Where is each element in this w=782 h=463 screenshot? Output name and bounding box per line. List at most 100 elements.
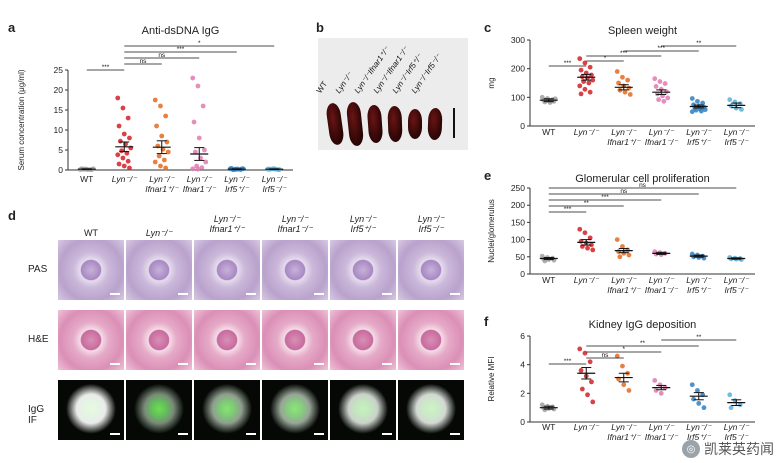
histology-column-label: Lyn⁻/⁻ Ifnar1⁺/⁻: [209, 214, 245, 234]
histology-image: [194, 310, 260, 370]
scale-bar: [178, 363, 188, 365]
data-point: [727, 392, 733, 398]
x-tick-label: Lyn⁻/⁻: [611, 127, 637, 137]
significance-label: **: [696, 334, 702, 341]
data-point: [125, 115, 131, 121]
x-tick-label: Lyn⁻/⁻: [262, 174, 288, 184]
data-point: [693, 107, 699, 113]
x-tick-label: Lyn⁻/⁻: [112, 174, 138, 184]
panel-letter-f: f: [484, 314, 489, 329]
data-point: [627, 92, 633, 97]
data-point: [689, 382, 695, 388]
data-point: [579, 386, 585, 392]
data-point: [665, 95, 671, 101]
data-point: [195, 166, 201, 172]
data-point: [590, 399, 596, 405]
y-tick-label: 200: [511, 64, 525, 74]
y-axis-label: Nuclei/glomerulus: [487, 199, 496, 263]
x-tick-label: WT: [542, 127, 555, 137]
data-point: [578, 67, 584, 73]
scale-bar: [246, 433, 256, 435]
histology-image: [58, 310, 124, 370]
data-point: [661, 98, 667, 104]
x-tick-label-genotype: Irf5⁻/⁻: [724, 137, 749, 147]
histology-image: [58, 380, 124, 440]
scale-bar: [382, 293, 392, 295]
significance-label: **: [696, 40, 702, 47]
data-point: [589, 72, 594, 78]
data-point: [625, 77, 631, 83]
data-point: [622, 89, 628, 95]
scale-bar: [178, 293, 188, 295]
significance-label: ***: [177, 46, 185, 53]
histology-image: [330, 380, 396, 440]
significance-label: ***: [601, 194, 609, 201]
data-point: [587, 235, 593, 241]
data-point: [586, 80, 592, 86]
histology-image: [398, 310, 464, 370]
data-point: [200, 103, 206, 109]
x-tick-label: Lyn⁻/⁻: [187, 174, 213, 184]
x-tick-label: Lyn⁻/⁻: [611, 275, 637, 285]
significance-label: *: [622, 346, 625, 353]
data-point: [589, 242, 594, 248]
y-tick-label: 300: [511, 35, 525, 45]
data-point: [119, 148, 125, 154]
y-tick-label: 100: [511, 235, 525, 245]
data-point: [589, 379, 594, 385]
data-point: [689, 96, 695, 101]
data-point: [163, 113, 169, 119]
spleen: [387, 105, 403, 143]
data-point: [577, 83, 583, 89]
y-tick-label: 5: [58, 145, 63, 155]
x-tick-label-genotype: Irf5⁻/⁻: [724, 285, 749, 295]
scale-bar: [110, 433, 120, 435]
panel-letter-d: d: [8, 208, 16, 223]
y-tick-label: 20: [54, 85, 64, 95]
data-point: [626, 252, 632, 258]
x-tick-label: Lyn⁻/⁻: [574, 275, 600, 285]
data-point: [195, 83, 201, 89]
y-axis-label: mg: [487, 77, 496, 88]
data-point: [691, 396, 696, 402]
scale-bar: [450, 293, 460, 295]
y-tick-label: 250: [511, 183, 525, 193]
y-tick-label: 2: [520, 388, 525, 398]
y-tick-label: 0: [520, 269, 525, 279]
data-point: [587, 64, 593, 70]
data-point: [590, 247, 596, 253]
data-point: [727, 97, 733, 103]
data-point: [621, 382, 627, 388]
data-point: [658, 390, 664, 396]
data-point: [620, 74, 625, 80]
panel-letter-c: c: [484, 20, 492, 35]
y-tick-label: 0: [58, 165, 63, 175]
histology-image: [262, 380, 328, 440]
histology-column-label: Lyn⁻/⁻: [145, 228, 173, 238]
significance-label: ***: [564, 358, 572, 365]
x-tick-label: Lyn⁻/⁻: [649, 422, 675, 432]
data-point: [702, 107, 708, 113]
x-tick-label: Lyn⁻/⁻: [149, 174, 175, 184]
y-axis-label: Serum concentration (μg/ml): [17, 69, 26, 170]
scale-bar: [382, 433, 392, 435]
data-point: [657, 79, 663, 84]
significance-label: ***: [620, 50, 628, 57]
significance-label: *: [604, 55, 607, 62]
data-point: [115, 95, 121, 101]
scale-bar: [110, 293, 120, 295]
data-point: [121, 131, 127, 137]
data-point: [577, 346, 583, 352]
data-point: [700, 100, 706, 106]
x-tick-label-genotype: Ifnar1⁺/⁻: [607, 285, 642, 295]
x-tick-label-genotype: Irf5⁺/⁻: [687, 137, 712, 147]
scale-bar: [246, 363, 256, 365]
chart-title: Glomerular cell proliferation: [575, 173, 710, 185]
significance-label: ***: [564, 206, 572, 213]
data-point: [578, 368, 584, 373]
data-point: [582, 86, 588, 92]
x-tick-label-genotype: Ifnar1⁺/⁻: [607, 432, 642, 442]
chart-title: Spleen weight: [608, 25, 677, 37]
scale-bar: [382, 363, 392, 365]
data-point: [121, 163, 127, 169]
